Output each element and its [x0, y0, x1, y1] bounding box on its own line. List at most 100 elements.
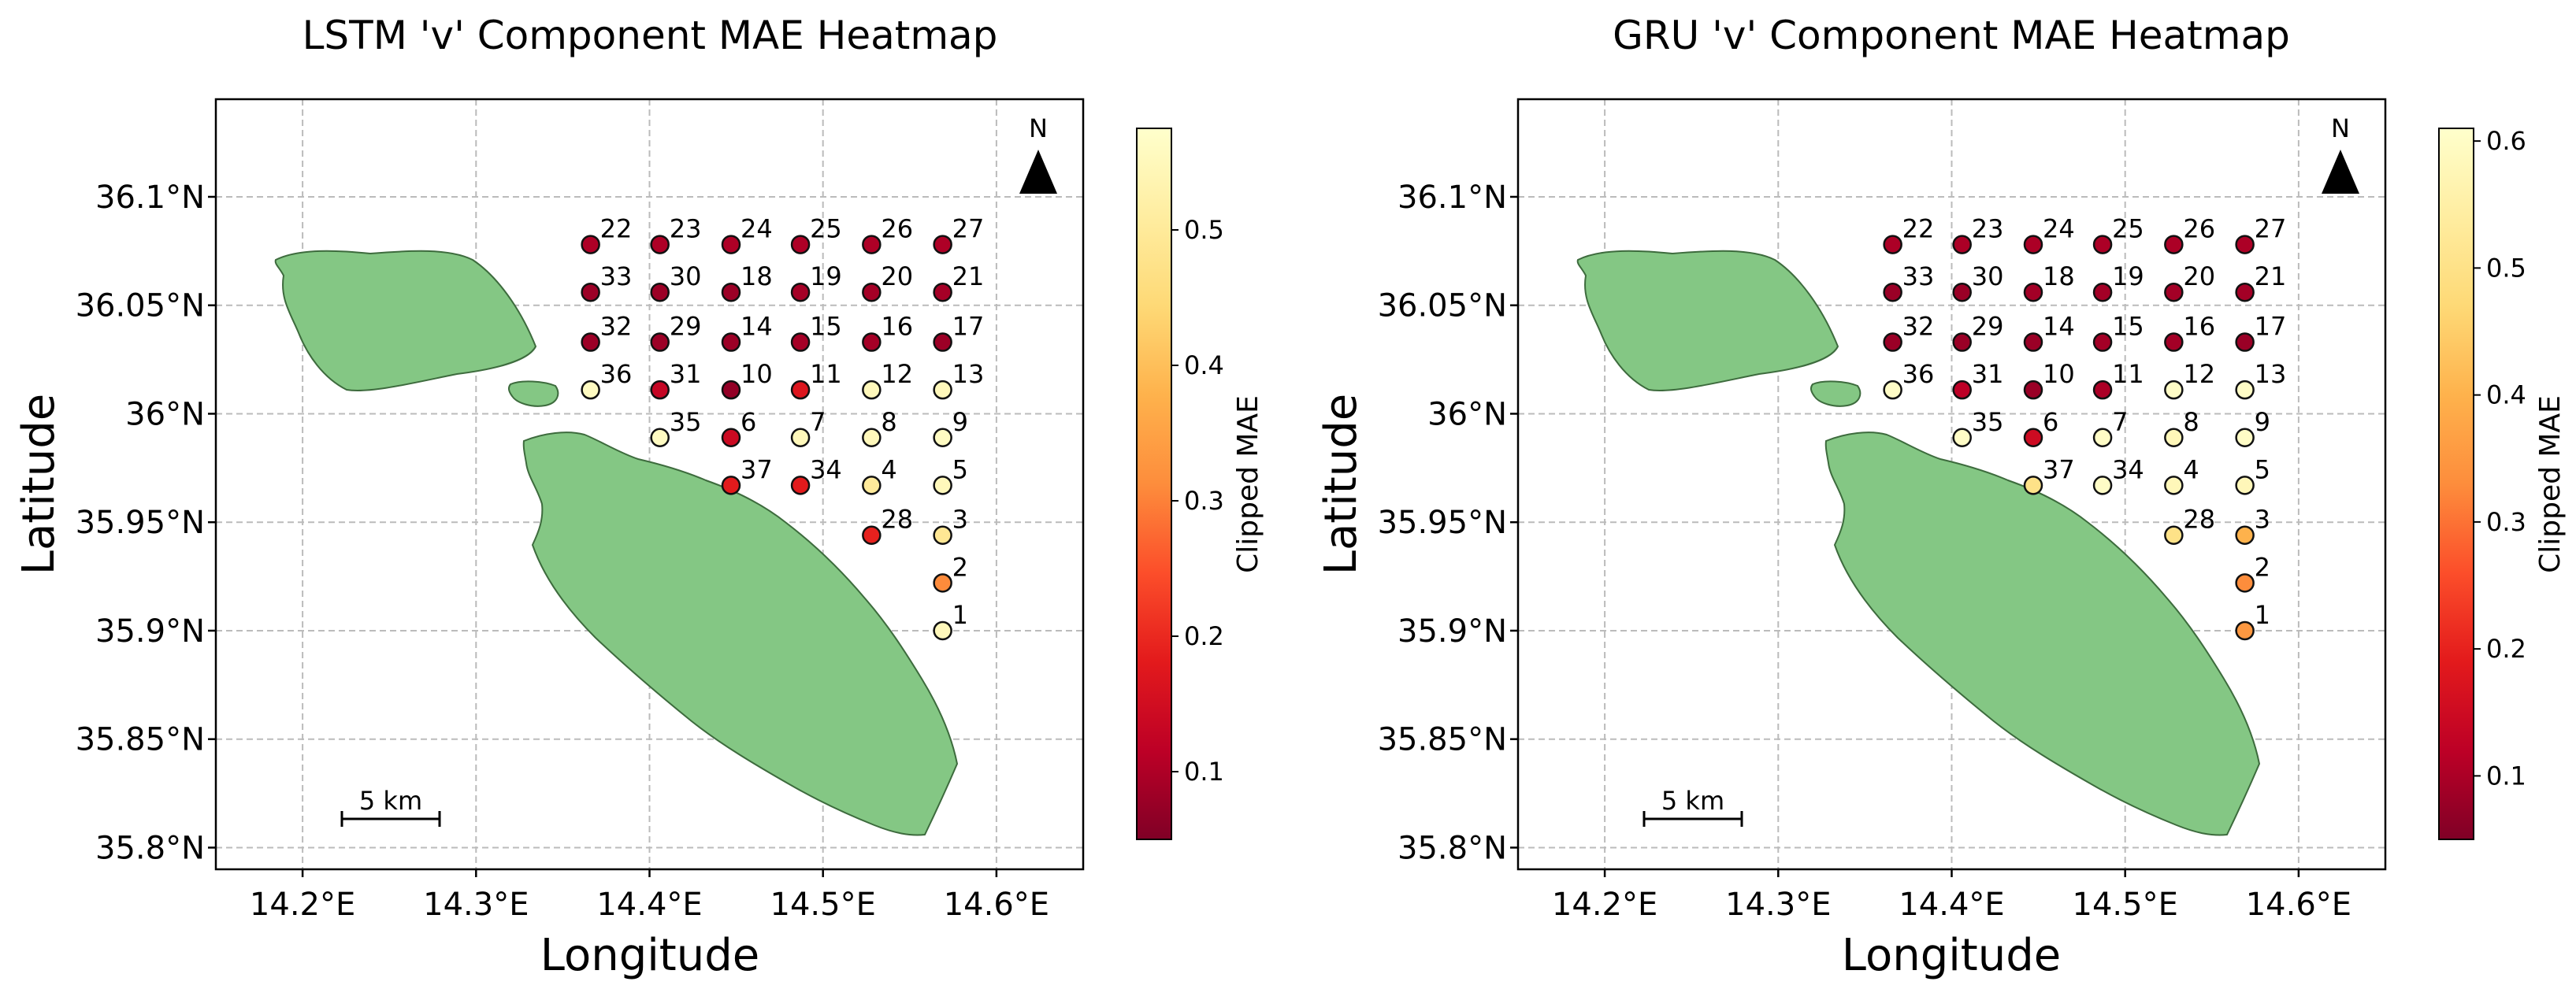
station-label: 9: [952, 407, 968, 437]
station-13: 13: [2235, 359, 2286, 400]
station-marker: [2023, 282, 2043, 302]
station-label: 12: [881, 359, 913, 389]
station-17: 17: [2235, 312, 2287, 352]
station-17: 17: [933, 312, 985, 352]
station-marker: [862, 282, 882, 302]
station-21: 21: [933, 261, 984, 302]
station-34: 34: [2092, 454, 2144, 495]
colorbar-tick-label: 0.4: [1184, 350, 1224, 380]
station-2: 2: [933, 552, 968, 593]
y-tick-label: 36.1°N: [1397, 180, 1507, 216]
station-marker: [721, 282, 741, 302]
station-26: 26: [862, 214, 913, 254]
station-4: 4: [2164, 454, 2199, 495]
station-marker: [933, 476, 952, 495]
station-31: 31: [1952, 359, 2003, 400]
station-label: 15: [810, 312, 842, 342]
station-1: 1: [2235, 600, 2270, 641]
x-tick-label: 14.5°E: [770, 887, 876, 923]
station-marker: [2164, 282, 2184, 302]
station-11: 11: [790, 359, 842, 400]
station-marker: [1952, 428, 1972, 448]
station-label: 6: [741, 407, 756, 437]
station-25: 25: [2092, 214, 2144, 254]
station-30: 30: [650, 261, 701, 302]
colorbar: 0.1 0.2 0.3 0.4 0.5 Clipped MAE: [1136, 128, 1264, 840]
station-marker: [2235, 428, 2255, 448]
station-marker: [933, 428, 952, 448]
station-label: 23: [670, 214, 702, 244]
station-marker: [2235, 380, 2255, 400]
x-axis-ticks: 14.2°E 14.3°E 14.4°E 14.5°E 14.6°E: [250, 869, 1049, 923]
station-marker: [650, 380, 670, 400]
station-label: 37: [2043, 454, 2075, 484]
station-label: 19: [2112, 261, 2144, 291]
station-marker: [933, 282, 952, 302]
station-label: 17: [952, 312, 985, 342]
station-marker: [650, 282, 670, 302]
y-tick-label: 36.05°N: [1378, 288, 1507, 324]
scale-bar: 5 km: [1642, 786, 1743, 827]
station-marker: [933, 332, 952, 352]
station-marker: [2023, 332, 2043, 352]
station-marker: [581, 235, 600, 254]
station-marker: [650, 428, 670, 448]
station-15: 15: [2092, 312, 2144, 352]
station-label: 18: [2043, 261, 2075, 291]
station-marker: [2164, 525, 2184, 545]
x-tick-label: 14.2°E: [1552, 887, 1657, 923]
y-tick-label: 35.85°N: [76, 722, 205, 758]
station-marker: [1952, 380, 1972, 400]
colorbar-tick-label: 0.4: [2486, 380, 2526, 410]
station-marker: [650, 235, 670, 254]
station-marker: [933, 380, 952, 400]
station-label: 17: [2255, 312, 2287, 342]
scale-bar: 5 km: [340, 786, 441, 827]
colorbar-gradient: [2438, 128, 2474, 840]
station-9: 9: [2235, 407, 2270, 448]
station-23: 23: [1952, 214, 2003, 254]
x-tick-label: 14.5°E: [2073, 887, 2178, 923]
station-label: 25: [810, 214, 842, 244]
y-axis-label: Latitude: [1316, 394, 1367, 575]
station-label: 22: [600, 214, 633, 244]
station-18: 18: [2023, 261, 2075, 302]
station-marker: [2023, 476, 2043, 495]
station-24: 24: [721, 214, 773, 254]
station-marker: [1883, 235, 1902, 254]
station-label: 10: [2043, 359, 2075, 389]
station-21: 21: [2235, 261, 2286, 302]
station-marker: [2164, 235, 2184, 254]
chart-title: GRU 'v' Component MAE Heatmap: [1613, 13, 2290, 58]
station-20: 20: [862, 261, 913, 302]
station-label: 2: [952, 552, 968, 582]
station-marker: [2092, 282, 2113, 302]
station-9: 9: [933, 407, 968, 448]
x-axis-ticks: 14.2°E 14.3°E 14.4°E 14.5°E 14.6°E: [1552, 869, 2351, 923]
station-marker: [650, 332, 670, 352]
colorbar-label: Clipped MAE: [1232, 395, 1264, 573]
station-label: 36: [1902, 359, 1935, 389]
station-27: 27: [2235, 214, 2286, 254]
station-label: 3: [952, 505, 968, 535]
station-marker: [862, 525, 882, 545]
station-marker: [581, 380, 600, 400]
station-label: 18: [741, 261, 773, 291]
station-label: 26: [2183, 214, 2215, 244]
station-marker: [862, 428, 882, 448]
station-marker: [2164, 476, 2184, 495]
station-marker: [2235, 525, 2255, 545]
station-label: 7: [810, 407, 826, 437]
station-marker: [790, 428, 811, 448]
x-tick-label: 14.6°E: [944, 887, 1049, 923]
station-label: 29: [1972, 312, 2004, 342]
station-label: 16: [2183, 312, 2215, 342]
station-14: 14: [721, 312, 773, 352]
station-marker: [2092, 332, 2113, 352]
station-29: 29: [650, 312, 701, 352]
station-22: 22: [1883, 214, 1934, 254]
station-marker: [2092, 476, 2113, 495]
